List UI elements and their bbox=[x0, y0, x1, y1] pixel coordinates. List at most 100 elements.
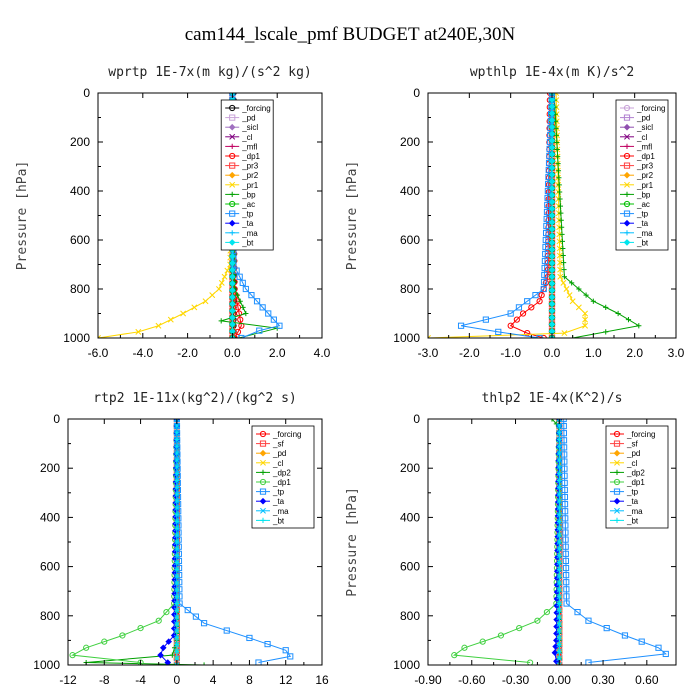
series-point bbox=[515, 304, 523, 311]
legend-label: _ma bbox=[626, 507, 643, 516]
series-point bbox=[540, 278, 548, 286]
series-point bbox=[174, 607, 180, 613]
series-point bbox=[218, 318, 224, 324]
series-point bbox=[556, 662, 563, 665]
series-point bbox=[552, 643, 559, 650]
series-point bbox=[101, 638, 108, 645]
legend-marker bbox=[623, 114, 631, 121]
series-point bbox=[174, 573, 180, 579]
series-point bbox=[556, 457, 562, 463]
x-tick-label: -4.0 bbox=[132, 346, 153, 360]
series-point bbox=[561, 486, 568, 494]
series-point bbox=[155, 322, 162, 329]
series-point bbox=[556, 573, 562, 579]
series-point bbox=[575, 304, 582, 311]
series-point bbox=[557, 273, 564, 280]
series-point bbox=[548, 144, 556, 151]
series-line bbox=[563, 419, 668, 664]
series-point bbox=[561, 493, 569, 501]
series-point bbox=[229, 280, 236, 287]
legend-marker bbox=[228, 171, 236, 179]
series-point bbox=[544, 194, 551, 202]
series-group bbox=[69, 419, 294, 665]
series-point bbox=[497, 632, 505, 639]
series-point bbox=[541, 257, 549, 265]
series-point bbox=[548, 273, 556, 281]
series-point bbox=[556, 491, 562, 497]
series-point bbox=[562, 508, 569, 515]
series-point bbox=[548, 116, 556, 124]
series-point bbox=[556, 252, 563, 259]
series-point bbox=[137, 659, 144, 665]
series-point bbox=[556, 419, 563, 422]
series-point bbox=[569, 298, 576, 305]
series-point bbox=[590, 298, 596, 304]
panel-title: rtp2 1E-11x(kg^2)/(kg^2 s) bbox=[93, 391, 297, 406]
series-point bbox=[557, 189, 563, 195]
legend-marker bbox=[228, 123, 236, 131]
series-point bbox=[561, 501, 569, 508]
series-point bbox=[542, 229, 550, 237]
series-point bbox=[548, 184, 556, 192]
series-point bbox=[167, 316, 174, 323]
x-tick-label: -0.90 bbox=[414, 673, 442, 687]
series-point bbox=[229, 314, 236, 321]
series-point bbox=[555, 168, 562, 174]
series-point bbox=[549, 419, 555, 422]
panel-title: wpthlp 1E-4x(m K)/s^2 bbox=[470, 65, 634, 80]
series-line bbox=[452, 419, 560, 664]
legend-label: _bp bbox=[636, 190, 651, 199]
series-point bbox=[264, 640, 271, 648]
y-tick-label: 1000 bbox=[393, 658, 420, 672]
legend-label: _pr1 bbox=[636, 181, 654, 190]
series-point bbox=[174, 498, 180, 504]
series-point bbox=[556, 436, 562, 443]
series-point bbox=[561, 451, 568, 458]
series-point bbox=[229, 253, 236, 260]
series-point bbox=[229, 273, 236, 281]
legend-label: _ta bbox=[626, 497, 639, 506]
x-tick-label: 8 bbox=[246, 673, 253, 687]
series-point bbox=[561, 267, 567, 273]
x-tick-label: 4 bbox=[210, 673, 217, 687]
legend-marker bbox=[228, 239, 236, 246]
y-tick-label: 400 bbox=[40, 510, 60, 524]
legend-marker bbox=[613, 478, 621, 486]
series-point bbox=[603, 304, 609, 310]
y-axis-label: Pressure [hPa] bbox=[15, 161, 30, 271]
series-point bbox=[556, 566, 562, 572]
series-point bbox=[548, 191, 556, 199]
series-point bbox=[548, 205, 556, 213]
x-tick-label: 4.0 bbox=[314, 346, 331, 360]
series-point bbox=[137, 625, 144, 632]
series-point bbox=[223, 627, 230, 634]
legend-label: _dp1 bbox=[626, 478, 645, 487]
series-point bbox=[524, 298, 531, 305]
series-point bbox=[218, 279, 225, 286]
series-line bbox=[509, 93, 551, 338]
series-point bbox=[174, 436, 180, 443]
series-point bbox=[174, 512, 180, 518]
legend-marker bbox=[229, 191, 235, 197]
series-point bbox=[246, 634, 253, 642]
series-point bbox=[561, 330, 568, 337]
legend-label: _sf bbox=[272, 440, 284, 449]
x-tick-label: 16 bbox=[315, 673, 329, 687]
y-tick-label: 600 bbox=[400, 233, 420, 247]
y-axis-label: Pressure [hPa] bbox=[345, 161, 360, 271]
legend-label: _sicl bbox=[636, 123, 653, 132]
series-point bbox=[174, 484, 180, 490]
panel-3: rtp2 1E-11x(kg^2)/(kg^2 s)Pressure [hPa]… bbox=[33, 391, 329, 687]
legend-label: _forcing bbox=[241, 104, 270, 113]
series-point bbox=[556, 430, 562, 436]
series-point bbox=[174, 423, 180, 429]
series-point bbox=[556, 587, 562, 593]
series-point bbox=[559, 238, 566, 245]
series-point bbox=[548, 293, 556, 301]
series-point bbox=[248, 292, 255, 299]
series-point bbox=[555, 154, 561, 160]
series-point bbox=[558, 217, 564, 223]
series-point bbox=[562, 515, 569, 522]
series-point bbox=[276, 322, 283, 329]
series-point bbox=[556, 648, 562, 654]
